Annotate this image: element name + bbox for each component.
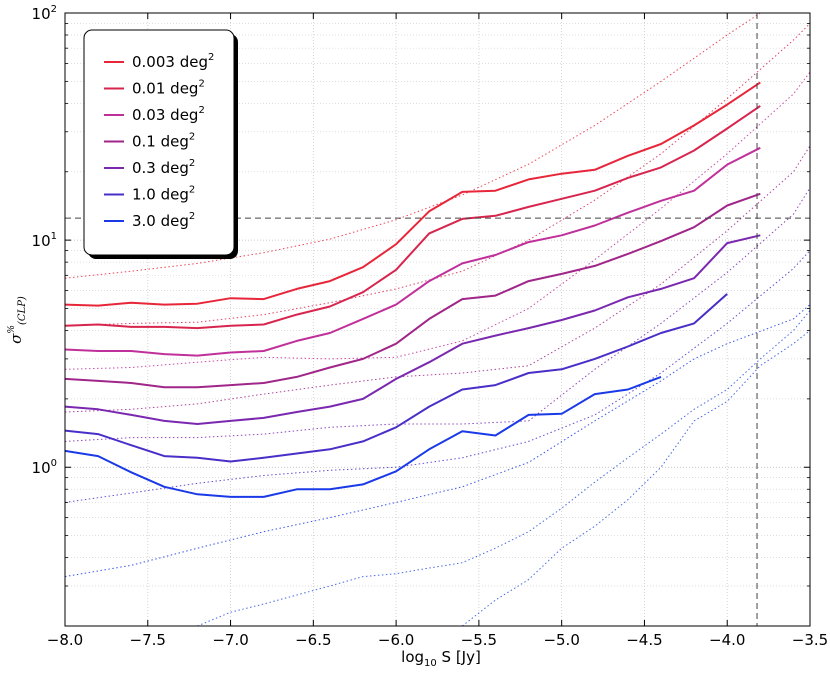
series-line-4 — [65, 234, 761, 425]
x-tick-label: −7.0 — [212, 631, 248, 649]
extrapolation-line-0 — [65, 13, 761, 279]
series-line-5 — [65, 293, 728, 463]
extrapolation-line-2 — [65, 71, 810, 370]
series-line-6 — [65, 375, 662, 498]
extrapolation-line-1 — [65, 23, 810, 327]
legend-label-6: 3.0 deg2 — [132, 211, 195, 230]
series-line-2 — [65, 146, 761, 357]
x-axis-label-main: log — [401, 648, 424, 666]
legend-label-3: 0.1 deg2 — [132, 132, 195, 151]
series-lines — [65, 81, 761, 498]
legend-items: 0.003 deg2 0.01 deg2 0.03 deg2 0.1 deg2 0.3 … — [104, 52, 214, 230]
extrapolation-line-4 — [65, 187, 810, 442]
legend-box — [83, 29, 235, 256]
y-tick-label: 101 — [32, 231, 57, 250]
extrapolation-line-3 — [65, 145, 810, 413]
y-tick-label: 102 — [32, 4, 57, 23]
y-axis-label-sup: % — [7, 325, 17, 334]
x-axis-label-sub: 10 — [424, 658, 437, 669]
x-tick-label: −8.0 — [47, 631, 83, 649]
legend-label-4: 0.3 deg2 — [132, 158, 195, 177]
y-tick-label: 100 — [32, 458, 57, 477]
x-axis-label: log10 S [Jy] — [401, 648, 481, 669]
x-tick-label: −7.5 — [130, 631, 166, 649]
extrapolation-lines — [65, 13, 810, 626]
plot-frame — [64, 12, 811, 627]
x-tick-label: −4.5 — [626, 631, 662, 649]
legend-label-0: 0.003 deg2 — [132, 52, 214, 71]
y-axis-label: σ%(CLP) — [7, 296, 28, 344]
y-axis-label-main: σ — [7, 333, 25, 344]
x-tick-label: −5.5 — [461, 631, 497, 649]
legend-label-5: 1.0 deg2 — [132, 185, 195, 204]
x-tick-label: −6.5 — [295, 631, 331, 649]
y-axis-label-sub: (CLP) — [17, 296, 28, 325]
extrapolation-line-5 — [65, 250, 810, 503]
legend-label-2: 0.03 deg2 — [132, 105, 205, 124]
series-line-3 — [65, 192, 761, 389]
series-line-0 — [65, 81, 761, 307]
series-line-1 — [65, 105, 761, 330]
x-tick-label: −4.0 — [709, 631, 745, 649]
legend-label-1: 0.01 deg2 — [132, 79, 205, 98]
x-tick-label: −5.0 — [543, 631, 579, 649]
extra-dotted-line-1 — [461, 330, 810, 626]
legend: 0.003 deg2 0.01 deg2 0.03 deg2 0.1 deg2 0.3 … — [83, 29, 238, 259]
x-tick-label: −6.0 — [378, 631, 414, 649]
x-tick-label: −3.5 — [792, 631, 828, 649]
x-axis-label-tail: S [Jy] — [437, 648, 481, 666]
axis-ticks: −8.0 −7.5 −7.0 −6.5 −6.0 −5.5 −5.0 −4.5 −4.0 −3.5… — [32, 4, 829, 649]
